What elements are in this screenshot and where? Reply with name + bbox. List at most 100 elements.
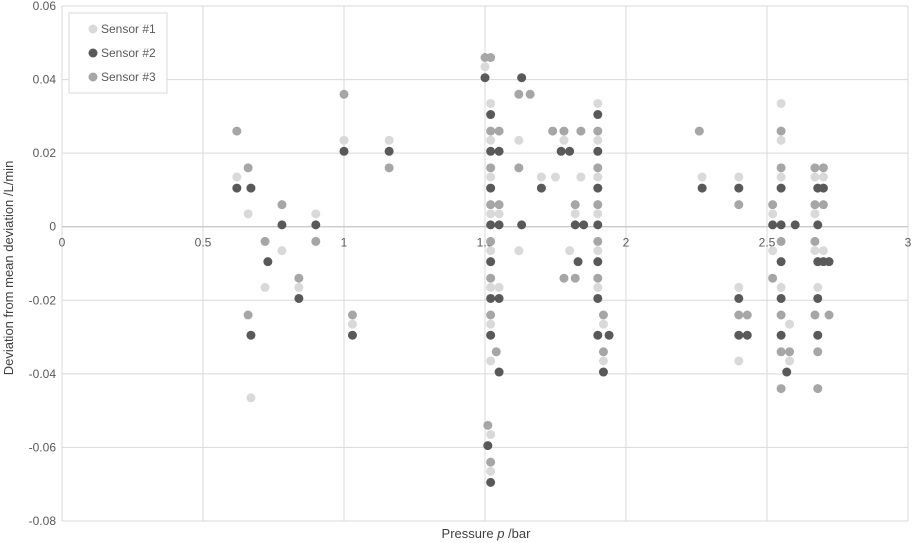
data-point (818, 246, 828, 256)
x-tick-label: 1 (341, 236, 348, 250)
y-tick-label: 0.04 (33, 73, 57, 87)
data-point (593, 183, 603, 193)
data-point (790, 220, 800, 230)
data-point (339, 146, 349, 156)
data-point (697, 183, 707, 193)
data-point (776, 257, 786, 267)
data-point (813, 330, 823, 340)
data-point (734, 293, 744, 303)
data-point (525, 89, 535, 99)
legend-marker-sensor-3 (88, 72, 98, 82)
data-point (486, 319, 496, 329)
data-point (486, 330, 496, 340)
data-point (260, 236, 270, 246)
y-tick-label: 0.06 (33, 0, 57, 13)
data-point (480, 62, 490, 72)
data-point (277, 246, 287, 256)
data-point (734, 172, 744, 182)
data-point (514, 135, 524, 145)
legend-box (68, 12, 168, 94)
data-point (494, 282, 504, 292)
data-point (573, 257, 583, 267)
data-point (824, 257, 834, 267)
series-3 (232, 53, 834, 467)
data-point (486, 356, 496, 366)
data-point (776, 135, 786, 145)
y-tick-label: -0.04 (29, 367, 57, 381)
data-point (810, 246, 820, 256)
x-axis-title-post: /bar (504, 526, 531, 541)
legend-label-sensor-3: Sensor #3 (101, 70, 156, 84)
data-point (697, 172, 707, 182)
y-axis-title: Deviation from mean deviation /L/min (1, 161, 16, 376)
data-point (570, 220, 580, 230)
data-point (559, 126, 569, 136)
data-point (243, 163, 253, 173)
data-point (486, 126, 496, 136)
data-point (776, 163, 786, 173)
data-point (494, 293, 504, 303)
data-point (570, 209, 580, 219)
series-1 (232, 62, 828, 476)
data-point (785, 347, 795, 357)
legend-marker-sensor-2 (88, 48, 98, 58)
data-point (494, 126, 504, 136)
data-point (782, 367, 792, 377)
data-point (339, 135, 349, 145)
data-point (263, 257, 273, 267)
data-point (768, 273, 778, 283)
data-point (483, 441, 493, 451)
data-point (818, 172, 828, 182)
data-point (810, 200, 820, 210)
data-point (593, 293, 603, 303)
data-point (486, 135, 496, 145)
data-point (813, 384, 823, 394)
data-point (277, 220, 287, 230)
data-point (486, 200, 496, 210)
y-tick-label: 0 (49, 220, 56, 234)
data-point (339, 89, 349, 99)
data-point (593, 209, 603, 219)
data-point (734, 183, 744, 193)
data-point (824, 310, 834, 320)
data-point (311, 220, 321, 230)
data-point (559, 135, 569, 145)
data-point (768, 209, 778, 219)
data-point (734, 330, 744, 340)
data-point (246, 330, 256, 340)
data-point (593, 163, 603, 173)
data-point (294, 273, 304, 283)
data-point (593, 257, 603, 267)
data-point (810, 172, 820, 182)
data-point (776, 310, 786, 320)
series-2 (232, 73, 834, 487)
data-point (768, 220, 778, 230)
data-point (243, 209, 253, 219)
x-axis-title: Pressure p /bar (442, 526, 532, 541)
data-point (347, 310, 357, 320)
data-point (810, 209, 820, 219)
data-point (593, 110, 603, 120)
data-point (813, 282, 823, 292)
data-point (593, 146, 603, 156)
data-point (776, 347, 786, 357)
data-point (576, 126, 586, 136)
data-point (579, 220, 589, 230)
data-point (347, 330, 357, 340)
data-point (570, 200, 580, 210)
data-point (494, 209, 504, 219)
data-point (593, 200, 603, 210)
data-point (768, 246, 778, 256)
data-point (294, 293, 304, 303)
legend-label-sensor-2: Sensor #2 (101, 46, 156, 60)
data-point (494, 367, 504, 377)
data-point (486, 98, 496, 108)
data-point (311, 209, 321, 219)
data-point (486, 209, 496, 219)
data-point (486, 236, 496, 246)
y-tick-labels: 0.06 0.04 0.02 0 -0.02 -0.04 -0.06 -0.08 (29, 0, 57, 528)
x-tick-label: 0 (59, 236, 66, 250)
data-point (776, 98, 786, 108)
data-point (491, 347, 501, 357)
data-point (232, 126, 242, 136)
